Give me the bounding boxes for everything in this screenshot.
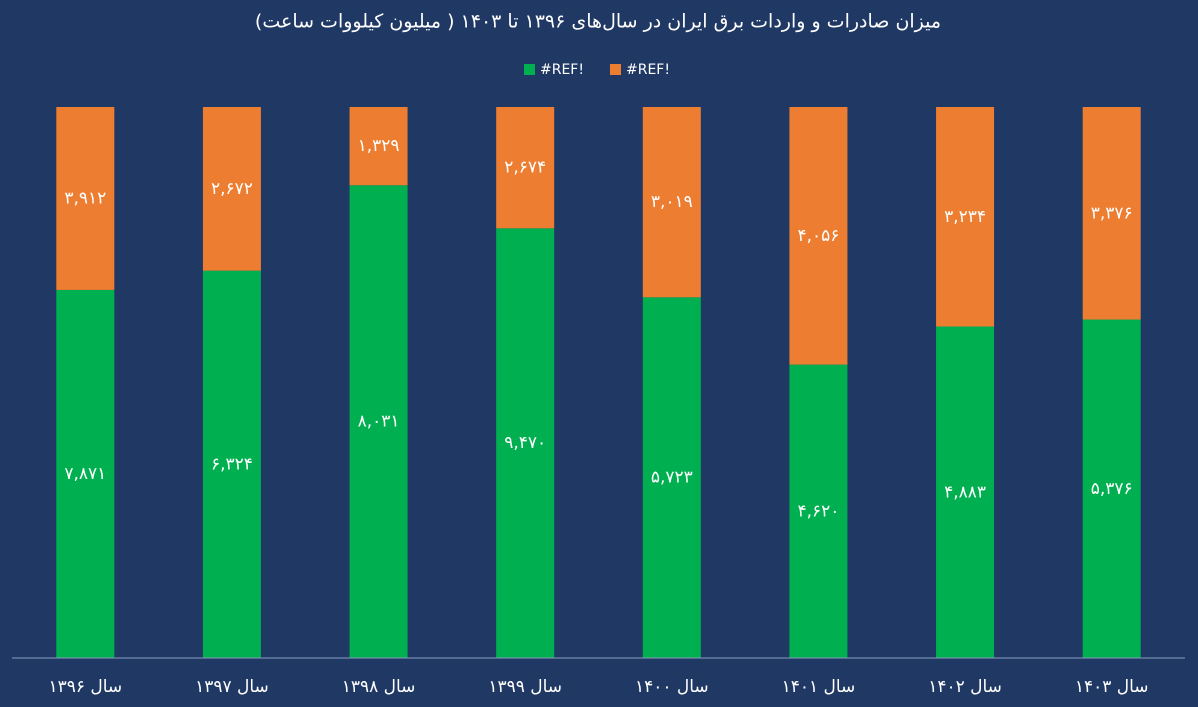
x-tick-label: سال ۱۴۰۳ [1075, 677, 1149, 697]
data-label: ۳,۹۱۲ [64, 188, 106, 208]
data-label: ۲,۶۷۴ [504, 158, 546, 178]
data-label: ۷,۸۷۱ [64, 464, 106, 484]
bar-segment [56, 289, 115, 658]
x-tick-label: سال ۱۳۹۷ [195, 677, 269, 697]
data-label: ۵,۷۲۳ [651, 468, 693, 488]
bar-segment [936, 107, 995, 327]
bar-segment [642, 107, 701, 298]
bar-segment [56, 107, 115, 290]
bar-segment [496, 107, 555, 229]
bar-segment [936, 326, 995, 658]
bar-segment [789, 364, 848, 658]
bar-segment [349, 107, 408, 186]
bar-segment [202, 107, 261, 271]
x-tick-label: سال ۱۳۹۸ [342, 677, 416, 697]
data-label: ۸,۰۳۱ [358, 412, 400, 432]
data-label: ۲,۶۷۲ [211, 179, 253, 199]
x-tick-label: سال ۱۳۹۹ [488, 677, 562, 697]
data-label: ۴,۶۲۰ [797, 501, 839, 521]
data-label: ۵,۳۷۶ [1091, 479, 1133, 499]
x-tick-label: سال ۱۴۰۱ [782, 677, 856, 697]
data-label: ۴,۸۸۳ [944, 482, 986, 502]
x-tick-label: سال ۱۳۹۶ [48, 677, 122, 697]
data-label: ۳,۰۱۹ [651, 192, 693, 212]
legend-swatch [524, 64, 535, 75]
x-tick-label: سال ۱۴۰۲ [928, 677, 1002, 697]
data-label: ۳,۲۳۴ [944, 207, 986, 227]
bar-segment [1082, 319, 1141, 658]
legend-label: #REF! [626, 62, 670, 78]
legend-swatch [610, 64, 621, 75]
legend-label: #REF! [540, 62, 584, 78]
chart-title: میزان صادرات و واردات برق ایران در سال‌ه… [255, 11, 941, 33]
bar-segment [642, 297, 701, 658]
data-label: ۹,۴۷۰ [504, 433, 546, 453]
bar-segment [202, 270, 261, 658]
bar-segment [496, 228, 555, 658]
data-label: ۴,۰۵۶ [797, 226, 839, 246]
data-label: ۶,۳۲۴ [211, 454, 253, 474]
bar-segment [1082, 107, 1141, 320]
data-label: ۱,۳۲۹ [358, 136, 400, 156]
x-tick-label: سال ۱۴۰۰ [635, 677, 709, 697]
data-label: ۳,۳۷۶ [1091, 203, 1133, 223]
bar-segment [349, 185, 408, 659]
bar-segment [789, 107, 848, 365]
